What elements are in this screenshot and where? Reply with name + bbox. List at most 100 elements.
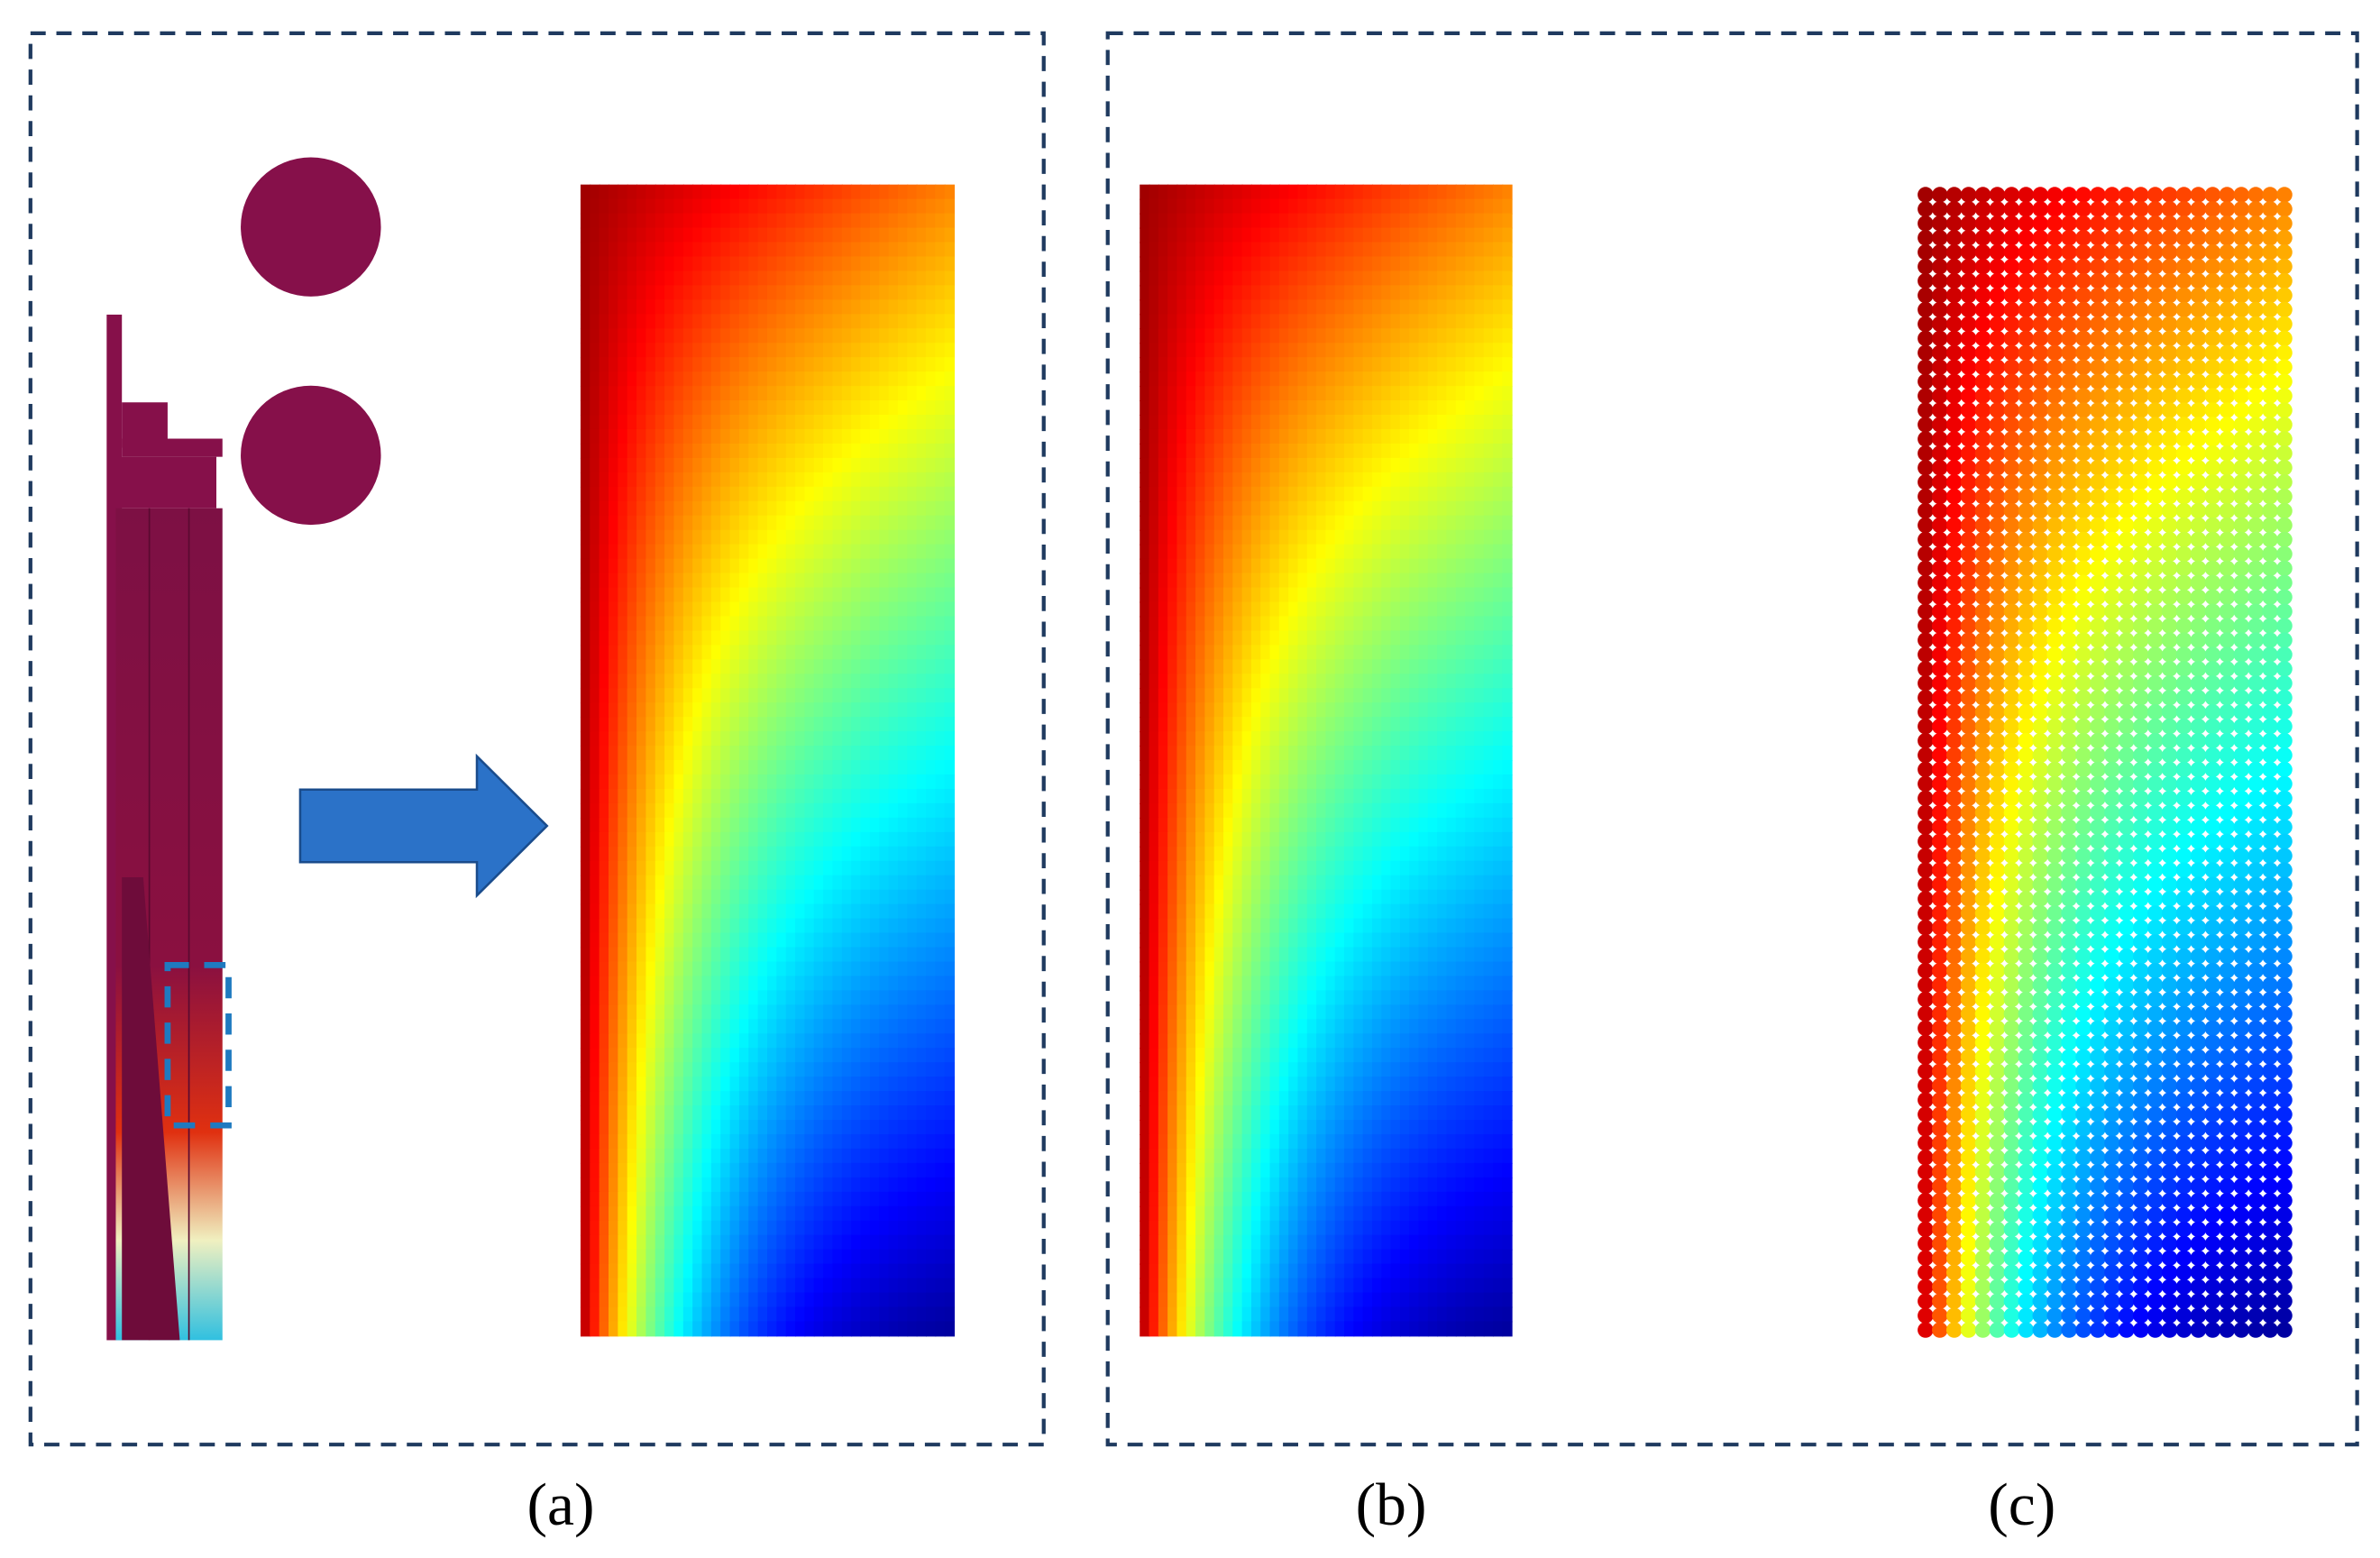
field-cell [1195, 558, 1206, 574]
field-cell [692, 357, 703, 373]
field-cell [664, 1234, 675, 1251]
field-cell [823, 1019, 834, 1035]
field-cell [1149, 285, 1159, 301]
field-cell [1427, 428, 1439, 444]
field-cell [692, 932, 703, 949]
field-cell [1381, 760, 1392, 775]
field-cell [1260, 242, 1271, 258]
field-cell [785, 1004, 797, 1021]
field-cell [1502, 256, 1513, 272]
field-cell [1250, 760, 1262, 775]
field-cell [580, 1077, 591, 1093]
field-cell [935, 184, 946, 200]
field-cell [1483, 371, 1495, 388]
field-cell [710, 357, 722, 373]
field-cell [1446, 285, 1457, 301]
field-cell [748, 314, 759, 330]
field-cell [1316, 457, 1327, 473]
field-cell [813, 976, 825, 992]
field-cell [860, 976, 871, 992]
field-cell [813, 1306, 825, 1323]
field-cell [1381, 587, 1392, 603]
field-cell [916, 918, 927, 934]
field-cell [916, 601, 927, 618]
field-cell [1269, 428, 1280, 444]
field-cell [701, 1062, 712, 1078]
field-cell [618, 299, 628, 316]
field-cell [1427, 802, 1439, 819]
field-cell [590, 1077, 600, 1093]
field-cell [1474, 802, 1485, 819]
field-cell [1260, 270, 1271, 287]
field-cell [860, 400, 871, 417]
field-cell [1167, 731, 1178, 747]
field-cell [599, 184, 610, 200]
field-cell [1334, 371, 1346, 388]
field-cell [729, 299, 740, 316]
field-cell [748, 760, 759, 775]
field-cell [1241, 486, 1252, 502]
field-cell [609, 285, 619, 301]
field-cell [1493, 645, 1504, 661]
field-cell [618, 515, 628, 531]
field-cell [636, 860, 647, 876]
field-cell [1204, 443, 1215, 459]
field-cell [1149, 774, 1159, 790]
field-cell [832, 616, 843, 632]
field-cell [1399, 746, 1411, 762]
field-cell [1325, 472, 1336, 488]
field-cell [645, 400, 656, 417]
field-cell [813, 947, 825, 963]
field-cell [729, 674, 740, 690]
field-cell [580, 1263, 591, 1279]
field-cell [701, 674, 712, 690]
field-cell [580, 1191, 591, 1207]
field-cell [907, 1220, 918, 1236]
field-cell [1418, 746, 1429, 762]
field-cell [813, 1033, 825, 1049]
field-cell [935, 457, 946, 473]
field-cell [832, 1048, 843, 1064]
field-cell [851, 774, 862, 790]
field-cell [1260, 415, 1271, 430]
field-cell [785, 544, 797, 560]
field-cell [1140, 688, 1150, 704]
field-cell [692, 472, 703, 488]
field-cell [1269, 299, 1280, 316]
field-cell [1493, 256, 1504, 272]
field-cell [710, 472, 722, 488]
field-cell [757, 1321, 768, 1337]
field-cell [766, 1062, 778, 1078]
field-cell [692, 846, 703, 862]
field-cell [720, 1105, 731, 1122]
field-cell [851, 256, 862, 272]
field-cell [795, 529, 806, 545]
field-cell [1297, 746, 1308, 762]
field-cell [804, 846, 815, 862]
field-cell [776, 213, 787, 229]
field-cell [636, 1091, 647, 1107]
field-cell [757, 256, 768, 272]
field-cell [804, 990, 815, 1006]
field-cell [823, 371, 834, 388]
field-cell [813, 1220, 825, 1236]
field-cell [776, 1249, 787, 1265]
field-cell [720, 1278, 731, 1294]
field-cell [710, 1220, 722, 1236]
field-cell [785, 976, 797, 992]
field-cell [944, 1205, 956, 1222]
field-cell [1418, 760, 1429, 775]
field-cell [869, 616, 881, 632]
field-cell [1158, 601, 1169, 618]
field-cell [609, 1062, 619, 1078]
field-cell [1437, 515, 1448, 531]
field-cell [1288, 443, 1299, 459]
field-cell [860, 486, 871, 502]
field-cell [795, 386, 806, 402]
field-cell [841, 500, 853, 517]
field-cell [1409, 573, 1420, 589]
field-cell [720, 760, 731, 775]
field-cell [879, 299, 890, 316]
field-cell [879, 587, 890, 603]
field-cell [1297, 343, 1308, 359]
